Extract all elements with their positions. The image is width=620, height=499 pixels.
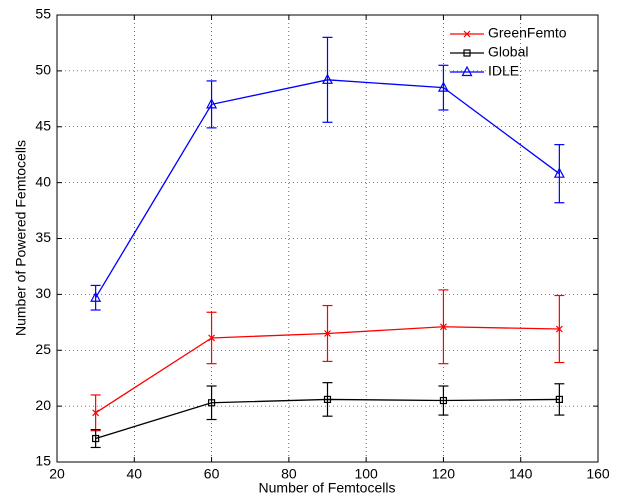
x-tick-label: 40: [126, 466, 142, 482]
legend-marker: [463, 30, 471, 38]
marker: [207, 399, 216, 407]
legend-label: IDLE: [488, 63, 519, 79]
marker: [323, 395, 332, 404]
marker: [90, 291, 102, 302]
marker: [553, 167, 565, 178]
x-axis-label: Number of Femtocells: [259, 480, 396, 496]
marker: [322, 73, 333, 84]
y-tick-label: 25: [35, 341, 51, 357]
x-tick-label: 20: [49, 466, 65, 482]
x-tick-label: 120: [432, 466, 456, 482]
y-tick-label: 35: [35, 229, 51, 245]
marker: [439, 396, 448, 405]
y-tick-label: 45: [35, 117, 51, 133]
legend-label: GreenFemto: [488, 25, 567, 41]
marker: [92, 409, 100, 417]
y-tick-label: 55: [35, 6, 51, 22]
x-tick-label: 60: [204, 466, 220, 482]
marker: [92, 434, 100, 443]
legend-label: Global: [488, 44, 528, 60]
y-tick-label: 50: [35, 62, 51, 78]
marker: [324, 330, 331, 337]
marker: [555, 395, 563, 404]
legend-marker: [463, 49, 471, 57]
x-tick-label: 80: [281, 466, 297, 482]
marker: [208, 334, 215, 342]
y-tick-label: 20: [35, 397, 51, 413]
y-tick-label: 30: [35, 285, 51, 301]
plot-frame: [56, 14, 599, 463]
y-tick-label: 40: [35, 173, 51, 189]
x-tick-label: 140: [509, 466, 533, 482]
marker: [437, 81, 449, 92]
y-axis-label: Number of Powered Femtocells: [13, 140, 29, 336]
x-tick-label: 100: [354, 466, 378, 482]
marker: [440, 323, 447, 331]
y-tick-label: 15: [35, 453, 51, 469]
x-tick-label: 160: [586, 466, 610, 482]
marker: [206, 98, 218, 109]
legend-marker: [461, 65, 473, 77]
marker: [555, 325, 563, 333]
